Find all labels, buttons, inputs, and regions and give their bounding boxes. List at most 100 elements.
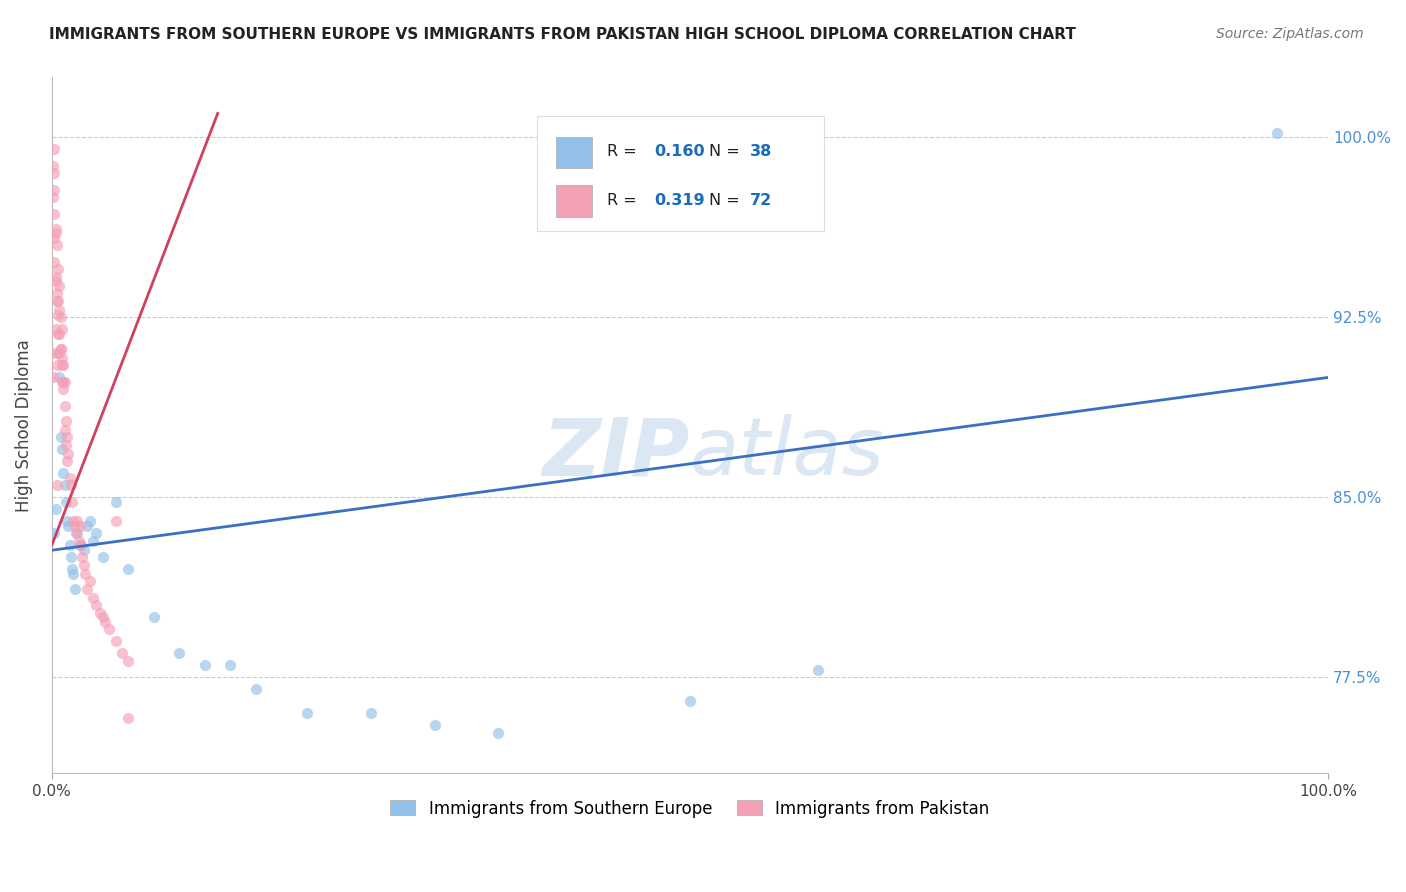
Point [60, 562, 83, 576]
Text: R =: R = [607, 145, 643, 160]
Point [62, 567, 84, 582]
Point [45, 478, 67, 492]
Text: ZIP: ZIP [543, 414, 690, 492]
Point [219, 658, 242, 673]
Point [51, 322, 73, 336]
Point [69, 538, 91, 552]
Point [104, 634, 127, 648]
Text: R =: R = [607, 194, 643, 208]
Point [48, 279, 70, 293]
Point [53, 423, 76, 437]
Point [806, 663, 828, 677]
Point [67, 533, 90, 548]
Bar [555, 136, 592, 168]
Point [91, 550, 114, 565]
Point [82, 591, 104, 606]
Point [94, 615, 117, 630]
Point [44, 255, 66, 269]
Bar [555, 186, 592, 217]
Text: N =: N = [709, 145, 745, 160]
Point [56, 430, 79, 444]
Point [65, 526, 87, 541]
Point [89, 606, 111, 620]
Point [194, 658, 217, 673]
Point [44, 526, 66, 541]
Point [73, 567, 96, 582]
Point [59, 478, 82, 492]
Point [56, 515, 79, 529]
Point [42, 370, 65, 384]
Point [59, 550, 82, 565]
Point [45, 322, 67, 336]
Point [70, 538, 93, 552]
Point [66, 515, 89, 529]
Point [45, 275, 67, 289]
Point [98, 623, 121, 637]
Point [488, 725, 510, 739]
Point [49, 342, 72, 356]
Point [45, 227, 67, 241]
Point [45, 286, 67, 301]
Point [86, 526, 108, 541]
Point [59, 538, 82, 552]
Point [76, 582, 98, 596]
Point [55, 414, 77, 428]
Point [117, 562, 139, 576]
FancyBboxPatch shape [537, 116, 824, 230]
Point [169, 647, 191, 661]
Point [48, 346, 70, 360]
Legend: Immigrants from Southern Europe, Immigrants from Pakistan: Immigrants from Southern Europe, Immigra… [384, 793, 997, 824]
Point [59, 471, 82, 485]
Point [51, 351, 73, 366]
Point [46, 346, 69, 360]
Text: 72: 72 [749, 194, 772, 208]
Point [49, 430, 72, 444]
Point [76, 519, 98, 533]
Point [46, 262, 69, 277]
Point [60, 495, 83, 509]
Point [52, 376, 75, 390]
Point [45, 502, 67, 516]
Point [44, 207, 66, 221]
Point [42, 190, 65, 204]
Point [117, 711, 139, 725]
Point [55, 495, 77, 509]
Point [44, 183, 66, 197]
Point [63, 519, 86, 533]
Point [42, 346, 65, 360]
Text: 38: 38 [749, 145, 772, 160]
Point [55, 437, 77, 451]
Text: atlas: atlas [690, 414, 884, 492]
Point [45, 359, 67, 373]
Point [58, 447, 80, 461]
Point [46, 308, 69, 322]
Point [73, 543, 96, 558]
Point [49, 310, 72, 325]
Point [53, 399, 76, 413]
Point [142, 610, 165, 624]
Point [42, 159, 65, 173]
Point [111, 647, 134, 661]
Point [82, 533, 104, 548]
Point [63, 582, 86, 596]
Point [117, 654, 139, 668]
Point [53, 376, 76, 390]
Point [1265, 126, 1288, 140]
Point [66, 526, 89, 541]
Point [679, 694, 702, 708]
Point [51, 359, 73, 373]
Point [45, 269, 67, 284]
Text: 0.160: 0.160 [654, 145, 704, 160]
Point [51, 442, 73, 457]
Point [45, 293, 67, 308]
Point [44, 166, 66, 180]
Point [295, 706, 318, 721]
Point [62, 515, 84, 529]
Point [58, 519, 80, 533]
Point [46, 327, 69, 342]
Point [52, 467, 75, 481]
Y-axis label: High School Diploma: High School Diploma [15, 339, 32, 512]
Point [48, 370, 70, 384]
Text: 0.319: 0.319 [654, 194, 704, 208]
Point [46, 293, 69, 308]
